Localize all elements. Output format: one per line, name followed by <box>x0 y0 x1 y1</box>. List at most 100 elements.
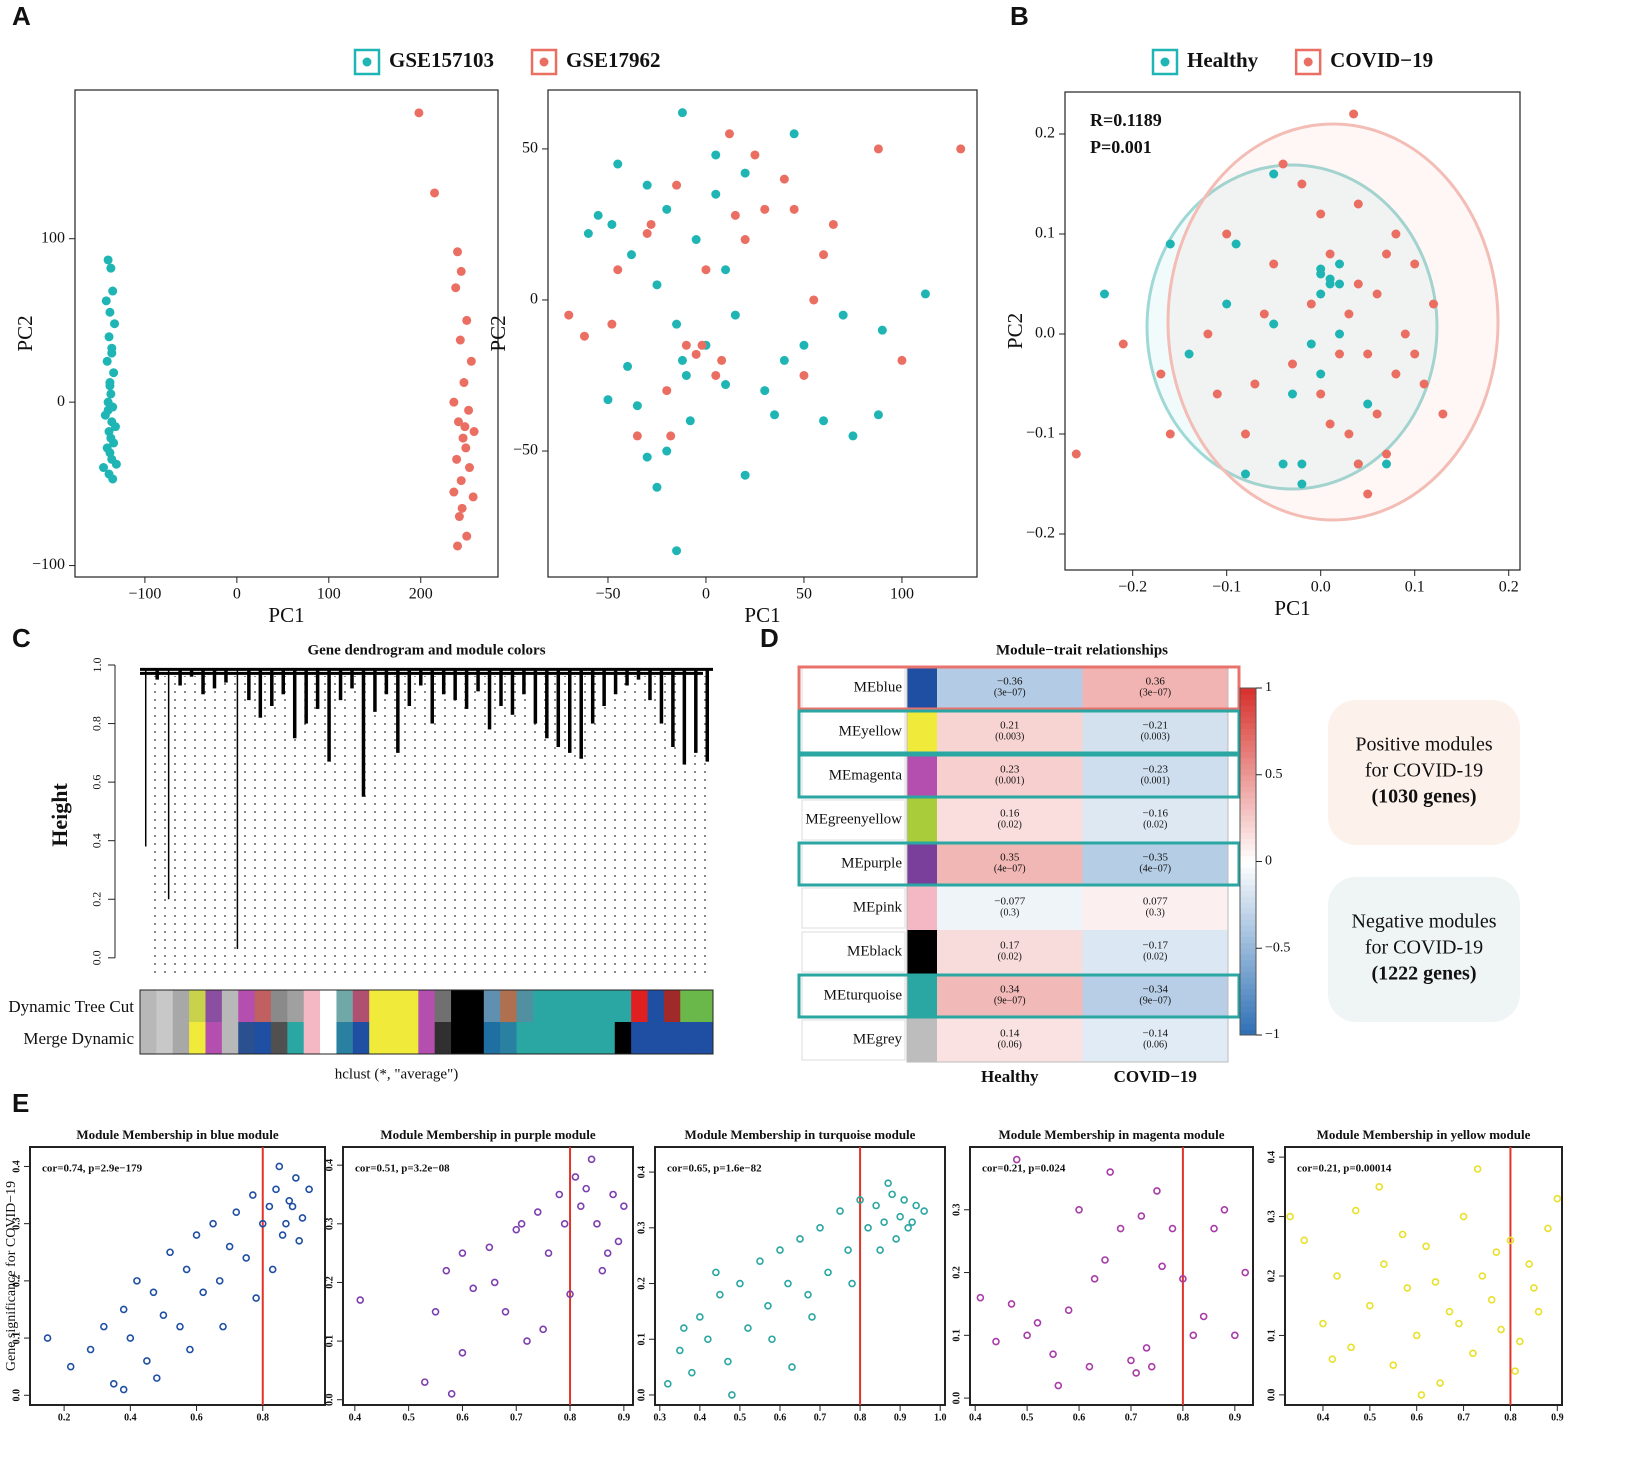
x-tick-label: 0.8 <box>564 1412 577 1423</box>
note-box <box>1328 877 1520 1022</box>
point <box>1347 1343 1355 1352</box>
point <box>1203 329 1213 339</box>
colorbar-step <box>1240 948 1256 955</box>
point <box>1372 289 1382 299</box>
cell-p: (0.001) <box>1141 775 1170 786</box>
module-color <box>156 990 174 1022</box>
point <box>582 1184 590 1193</box>
point <box>1455 1319 1463 1328</box>
colorbar-step <box>1240 832 1256 839</box>
dendrogram-leaves <box>150 676 710 976</box>
point <box>1375 1183 1384 1191</box>
annotation: cor=0.65, p=1.6e−82 <box>667 1163 762 1175</box>
point <box>252 1294 260 1302</box>
point <box>453 417 463 427</box>
cell-value: 0.17 <box>1000 940 1020 952</box>
chart-title: Module Membership in turquoise module <box>685 1127 916 1142</box>
point <box>717 355 727 365</box>
y-tick-label: 0.2 <box>1035 125 1055 142</box>
point <box>564 310 574 320</box>
module-color <box>254 990 272 1022</box>
y-tick-label: 0.0 <box>90 950 104 965</box>
point <box>555 1190 564 1199</box>
point <box>593 1220 601 1228</box>
heat-cell <box>937 798 1083 842</box>
cell-p: (0.3) <box>1000 907 1019 918</box>
point <box>1127 1356 1135 1365</box>
point <box>166 1248 174 1257</box>
x-tick-label: 0.0 <box>1311 579 1331 596</box>
panel-label: D <box>760 623 779 653</box>
point <box>149 1288 158 1297</box>
point <box>305 1185 313 1194</box>
cell-value: −0.23 <box>1143 764 1169 776</box>
x-axis-label: hclust (*, "average") <box>335 1066 458 1082</box>
point <box>877 325 887 335</box>
point <box>1353 459 1363 469</box>
point <box>1319 1319 1327 1328</box>
chart-title: Module Membership in blue module <box>76 1127 278 1142</box>
point <box>956 144 966 154</box>
heat-cell <box>1082 666 1228 710</box>
point <box>105 381 115 391</box>
point <box>730 310 740 320</box>
row-label-box <box>801 843 906 885</box>
point <box>620 1202 628 1211</box>
x-tick-label: 0.8 <box>1177 1412 1190 1423</box>
point <box>1212 389 1222 399</box>
point <box>485 1243 494 1252</box>
point <box>603 395 613 405</box>
point <box>109 1380 118 1388</box>
chart-title: Module Membership in purple module <box>380 1127 595 1142</box>
point <box>1306 339 1316 349</box>
module-color <box>696 990 714 1022</box>
point <box>571 1173 580 1181</box>
highlight-box <box>797 973 1241 1019</box>
y-tick-label: 0.6 <box>90 775 104 790</box>
plot-frame <box>547 89 978 578</box>
point <box>86 1345 95 1354</box>
colorbar-step <box>1240 786 1256 793</box>
module-color <box>238 1022 256 1054</box>
y-tick-label: 0.2 <box>1266 1270 1277 1283</box>
y-tick-label: 0.3 <box>324 1218 335 1231</box>
point <box>1398 1230 1407 1239</box>
point <box>760 204 770 214</box>
point <box>712 1268 720 1277</box>
module-color <box>500 990 518 1022</box>
module-color <box>303 990 321 1022</box>
point <box>1333 1272 1341 1280</box>
module-color <box>205 990 223 1022</box>
point <box>736 1279 744 1288</box>
point <box>1269 169 1279 179</box>
module-color <box>189 1022 206 1054</box>
point <box>1349 109 1359 119</box>
point <box>458 433 468 443</box>
y-tick-label: 0.0 <box>11 1389 22 1402</box>
point <box>1156 369 1166 379</box>
cell-p: (3e−07) <box>1139 687 1171 698</box>
cell-p: (0.02) <box>1143 951 1167 962</box>
module-color <box>140 1022 157 1054</box>
module-swatch <box>907 930 937 974</box>
point <box>430 188 440 198</box>
colorbar-step <box>1240 994 1256 1001</box>
point <box>711 370 721 380</box>
cell-value: −0.34 <box>1143 984 1169 996</box>
point <box>603 1249 612 1257</box>
point <box>770 410 780 420</box>
point <box>1391 229 1401 239</box>
point <box>225 1242 234 1251</box>
y-tick-label: 0.2 <box>951 1266 962 1279</box>
module-color <box>451 1022 468 1054</box>
x-tick-label: 0.8 <box>854 1412 867 1423</box>
x-tick-label: 0.5 <box>1021 1412 1034 1423</box>
highlight-box <box>797 753 1241 799</box>
colorbar-label: 0 <box>1265 854 1272 869</box>
y-tick-label: 0.4 <box>636 1166 647 1179</box>
x-axis-label: PC1 <box>1274 596 1310 620</box>
point <box>1106 1168 1115 1176</box>
colorbar-step <box>1240 844 1256 851</box>
plot-frame <box>74 89 499 578</box>
